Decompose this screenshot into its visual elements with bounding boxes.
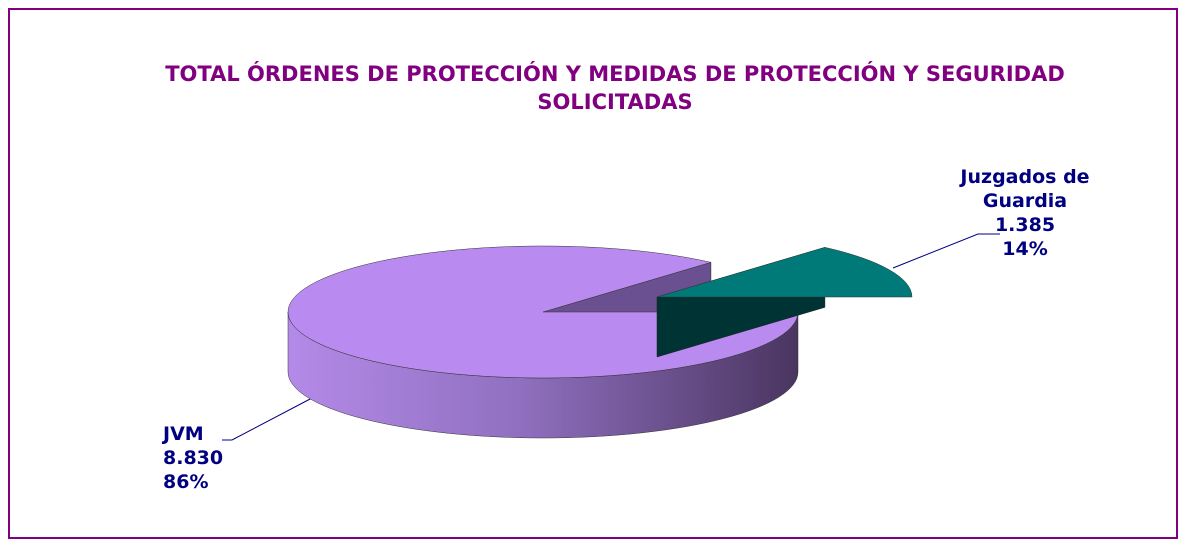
- category-label: JVM: [163, 423, 204, 445]
- data-label: JVM 8.830 86%: [163, 422, 223, 494]
- percent-label: 14%: [1002, 238, 1048, 260]
- value-label: 8.830: [163, 447, 224, 469]
- value-label: 1.385: [994, 214, 1056, 236]
- category-label: Juzgados de Guardia: [960, 166, 1090, 212]
- leader-line: [222, 397, 313, 441]
- pie-slice: [656, 247, 913, 298]
- chart-frame: [8, 8, 1178, 539]
- leader-line: [892, 233, 1000, 269]
- percent-label: 86%: [163, 471, 209, 493]
- chart-title: TOTAL ÓRDENES DE PROTECCIÓN Y MEDIDAS DE…: [165, 62, 1065, 114]
- data-label: Juzgados de Guardia 1.385 14%: [940, 165, 1110, 261]
